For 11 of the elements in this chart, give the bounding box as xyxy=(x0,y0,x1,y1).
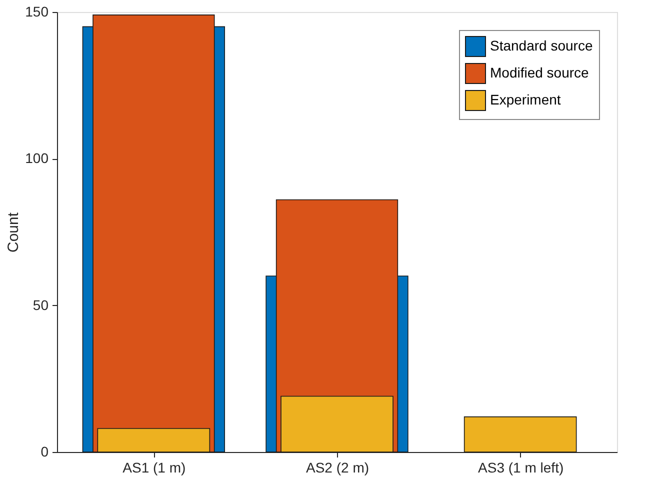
x-tick-label: AS3 (1 m left) xyxy=(478,460,564,476)
y-tick-label: 150 xyxy=(25,4,49,20)
legend-label: Modified source xyxy=(490,64,590,80)
y-tick-label: 50 xyxy=(32,296,49,313)
legend-label: Standard source xyxy=(490,38,593,54)
x-tick-label: AS2 (2 m) xyxy=(306,460,370,476)
y-tick-label: 100 xyxy=(25,150,49,166)
y-axis-title: Count xyxy=(5,212,22,253)
y-tick-label: 0 xyxy=(40,444,49,460)
legend-label: Experiment xyxy=(490,92,561,108)
x-tick-label: AS1 (1 m) xyxy=(122,460,186,476)
